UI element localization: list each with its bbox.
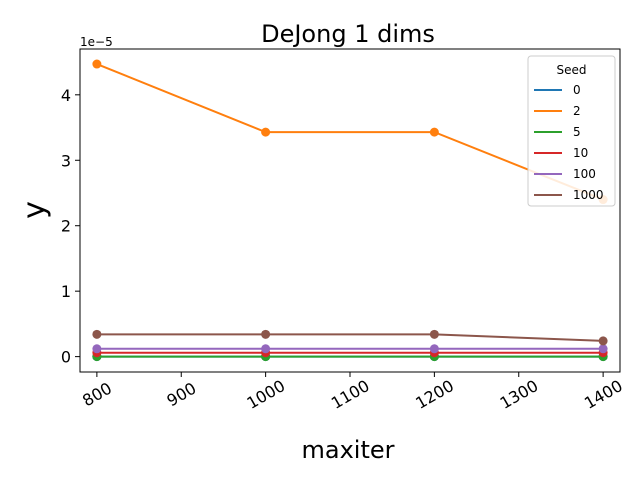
data-point [92,344,102,354]
y-axis-multiplier: 1e−5 [80,35,113,49]
legend-title: Seed [557,63,587,77]
series-line [96,63,604,201]
series-2 [92,59,608,205]
data-point [261,127,271,137]
data-point [92,329,102,339]
y-tick-label: 2 [61,217,71,236]
legend-label: 0 [573,83,581,97]
series-group [92,59,608,362]
legend-item-2: 2 [534,104,581,118]
x-tick-label: 1200 [412,376,457,413]
legend-label: 5 [573,125,581,139]
x-axis-ticks: 800 900 1000 1100 1200 1300 1400 [79,372,626,413]
legend-label: 2 [573,104,581,118]
data-point [261,344,271,354]
legend-label: 100 [573,167,596,181]
y-tick-label: 1 [61,282,71,301]
legend-label: 1000 [573,188,604,202]
data-point [429,344,439,354]
y-axis-ticks: 0 1 2 3 4 [61,86,80,367]
series-1000 [92,329,608,346]
chart-title: DeJong 1 dims [261,20,435,48]
data-point [261,329,271,339]
data-point [92,59,102,69]
y-tick-label: 3 [61,151,71,170]
data-point [429,329,439,339]
series-line [96,333,604,342]
x-tick-label: 1000 [243,376,288,413]
y-tick-label: 0 [61,348,71,367]
x-tick-label: 1400 [581,376,626,413]
x-tick-label: 800 [79,379,115,411]
x-tick-label: 1300 [497,376,542,413]
y-tick-label: 4 [61,86,71,105]
legend-item-100: 100 [534,167,596,181]
legend-box [527,55,616,207]
legend-label: 10 [573,146,588,160]
legend: Seed 0 2 5 10 100 1000 [527,55,616,207]
legend-item-0: 0 [534,83,581,97]
data-point [598,336,608,346]
x-axis-label: maxiter [302,436,395,464]
y-axis-label: y [17,201,52,219]
data-point [429,127,439,137]
legend-item-1000: 1000 [534,188,604,202]
series-100 [92,344,608,354]
x-tick-label: 1100 [328,376,373,413]
data-point [598,344,608,354]
legend-item-10: 10 [534,146,588,160]
x-tick-label: 900 [164,379,200,411]
legend-item-5: 5 [534,125,581,139]
